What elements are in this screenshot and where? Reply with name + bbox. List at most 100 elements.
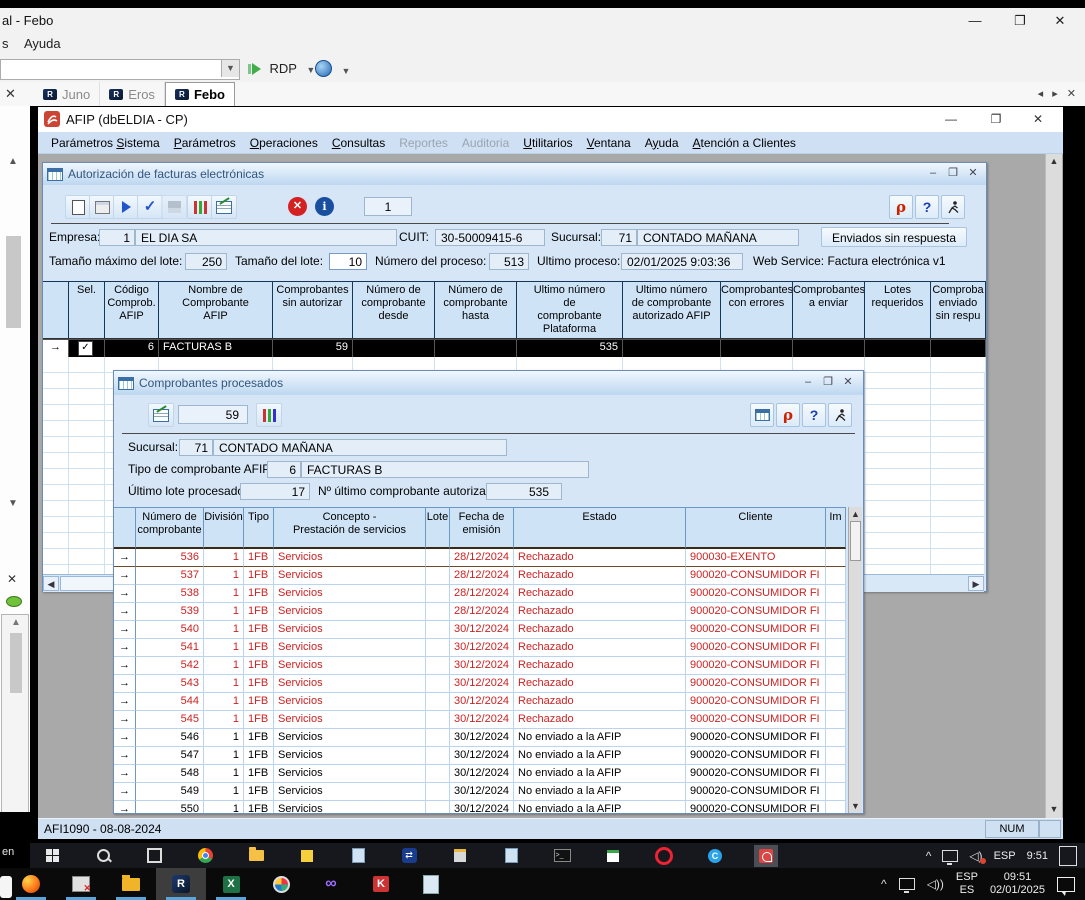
table-view-button[interactable] (750, 403, 774, 427)
cell[interactable]: 900020-CONSUMIDOR FI (686, 603, 826, 621)
cell[interactable] (426, 603, 450, 621)
menu-ventana[interactable]: Ventana (586, 135, 631, 150)
cell[interactable]: 1FB (244, 693, 274, 711)
scroll-up-icon[interactable]: ▲ (1049, 156, 1059, 166)
cell[interactable]: No enviado a la AFIP (514, 765, 686, 783)
taskbar-item-search[interactable] (91, 845, 115, 867)
lote-input[interactable]: 10 (329, 253, 367, 270)
cell[interactable]: Servicios (274, 765, 426, 783)
cell[interactable]: 30/12/2024 (450, 747, 514, 765)
quick-exit-button[interactable] (828, 403, 852, 427)
cell[interactable] (826, 549, 846, 567)
proceso-field[interactable]: 513 (489, 253, 529, 270)
cell[interactable]: → (114, 603, 136, 621)
cell[interactable]: 1 (204, 693, 244, 711)
column-header[interactable]: Sel. (69, 281, 105, 339)
cell[interactable]: 1FB (244, 603, 274, 621)
cell[interactable] (826, 765, 846, 783)
column-header[interactable]: Fecha de emisión (450, 507, 514, 549)
sucursal-name-field[interactable]: CONTADO MAÑANA (213, 439, 507, 456)
cell[interactable]: 900020-CONSUMIDOR FI (686, 621, 826, 639)
proc-minimize-button[interactable]: – (804, 376, 812, 388)
table-row[interactable]: → 550 1 1FB Servicios 30/12/2024 No enviado a … (114, 801, 846, 813)
cell[interactable] (826, 621, 846, 639)
help-button[interactable]: ? (915, 195, 939, 219)
cell[interactable]: Rechazado (514, 711, 686, 729)
taskbar-item-notes[interactable] (406, 868, 456, 900)
cell[interactable]: 900020-CONSUMIDOR FI (686, 657, 826, 675)
column-header[interactable]: Comprobantes sin autorizar (273, 281, 353, 339)
cell[interactable] (426, 549, 450, 567)
cell[interactable]: 900020-CONSUMIDOR FI (686, 639, 826, 657)
taskbar-item-cal[interactable] (601, 845, 625, 867)
cell[interactable] (826, 585, 846, 603)
cell[interactable]: Servicios (274, 711, 426, 729)
cell[interactable]: 1FB (244, 585, 274, 603)
cell[interactable] (426, 621, 450, 639)
scrollbar-thumb[interactable] (850, 521, 861, 561)
cell[interactable]: Servicios (274, 801, 426, 813)
tipo-num-field[interactable]: 6 (267, 461, 301, 478)
cell[interactable]: 549 (136, 783, 204, 801)
cuit-field[interactable]: 30-50009415-6 (435, 229, 545, 246)
tab-eros[interactable]: R Eros (100, 82, 165, 106)
cell[interactable]: 900020-CONSUMIDOR FI (686, 567, 826, 585)
cell[interactable]: 537 (136, 567, 204, 585)
cell[interactable]: 30/12/2024 (450, 621, 514, 639)
cell[interactable] (426, 675, 450, 693)
cell[interactable]: 1 (204, 585, 244, 603)
cell[interactable]: Servicios (274, 567, 426, 585)
cell[interactable] (826, 729, 846, 747)
cell[interactable]: 550 (136, 801, 204, 813)
cell[interactable]: → (114, 585, 136, 603)
cell[interactable]: 540 (136, 621, 204, 639)
cell[interactable]: 1FB (244, 765, 274, 783)
cell[interactable] (426, 729, 450, 747)
proc-counter-field[interactable]: 59 (178, 405, 248, 424)
cell[interactable]: No enviado a la AFIP (514, 729, 686, 747)
cell[interactable] (426, 765, 450, 783)
taskbar-item-appc[interactable]: C (703, 845, 727, 867)
cell[interactable]: 1 (204, 603, 244, 621)
cell[interactable]: Servicios (274, 549, 426, 567)
column-header[interactable]: Ultimo número de comprobante Plataforma (517, 281, 623, 339)
cell[interactable]: Rechazado (514, 621, 686, 639)
cell[interactable] (69, 357, 105, 373)
taskbar-item-note[interactable] (295, 845, 319, 867)
clock[interactable]: 09:51 02/01/2025 (990, 871, 1045, 897)
table-row[interactable]: → 537 1 1FB Servicios 28/12/2024 Rechazado 9000… (114, 567, 846, 585)
cell[interactable]: → (114, 639, 136, 657)
remote-clock[interactable]: 9:51 (1026, 849, 1048, 862)
cell[interactable]: Rechazado (514, 639, 686, 657)
cell[interactable] (826, 603, 846, 621)
table-row[interactable]: → 538 1 1FB Servicios 28/12/2024 Rechazado 9000… (114, 585, 846, 603)
cell[interactable]: 545 (136, 711, 204, 729)
taskbar-item-excel[interactable]: X (206, 868, 256, 900)
cell[interactable]: ✓ (69, 340, 105, 357)
process-counter-field[interactable]: 1 (364, 197, 412, 216)
cell[interactable]: Servicios (274, 729, 426, 747)
export-grid-button[interactable] (148, 403, 174, 427)
cell[interactable]: 1FB (244, 801, 274, 813)
taskbar-item-firefox[interactable] (6, 868, 56, 900)
cell[interactable]: 1FB (244, 675, 274, 693)
scroll-left-icon[interactable]: ◀ (43, 576, 59, 591)
ultimo-autorizado-field[interactable]: 535 (486, 483, 562, 500)
cell[interactable]: 28/12/2024 (450, 603, 514, 621)
taskbar-item-opera[interactable] (652, 845, 676, 867)
cell[interactable]: → (114, 693, 136, 711)
column-header[interactable]: Cliente (686, 507, 826, 549)
cell[interactable]: 548 (136, 765, 204, 783)
column-header[interactable] (43, 281, 69, 339)
scroll-up-icon[interactable]: ▲ (8, 156, 18, 167)
cell[interactable]: 59 (273, 340, 353, 357)
scroll-up-icon[interactable]: ▲ (11, 617, 21, 628)
cell[interactable]: 1 (204, 567, 244, 585)
column-header[interactable]: Estado (514, 507, 686, 549)
network-icon[interactable] (942, 849, 959, 865)
cancel-button[interactable]: ✕ (288, 197, 307, 216)
cell[interactable] (826, 639, 846, 657)
cell[interactable]: 1 (204, 657, 244, 675)
afip-restore-button[interactable]: ❐ (990, 112, 1002, 126)
taskbar-item-afipred[interactable] (754, 844, 778, 867)
